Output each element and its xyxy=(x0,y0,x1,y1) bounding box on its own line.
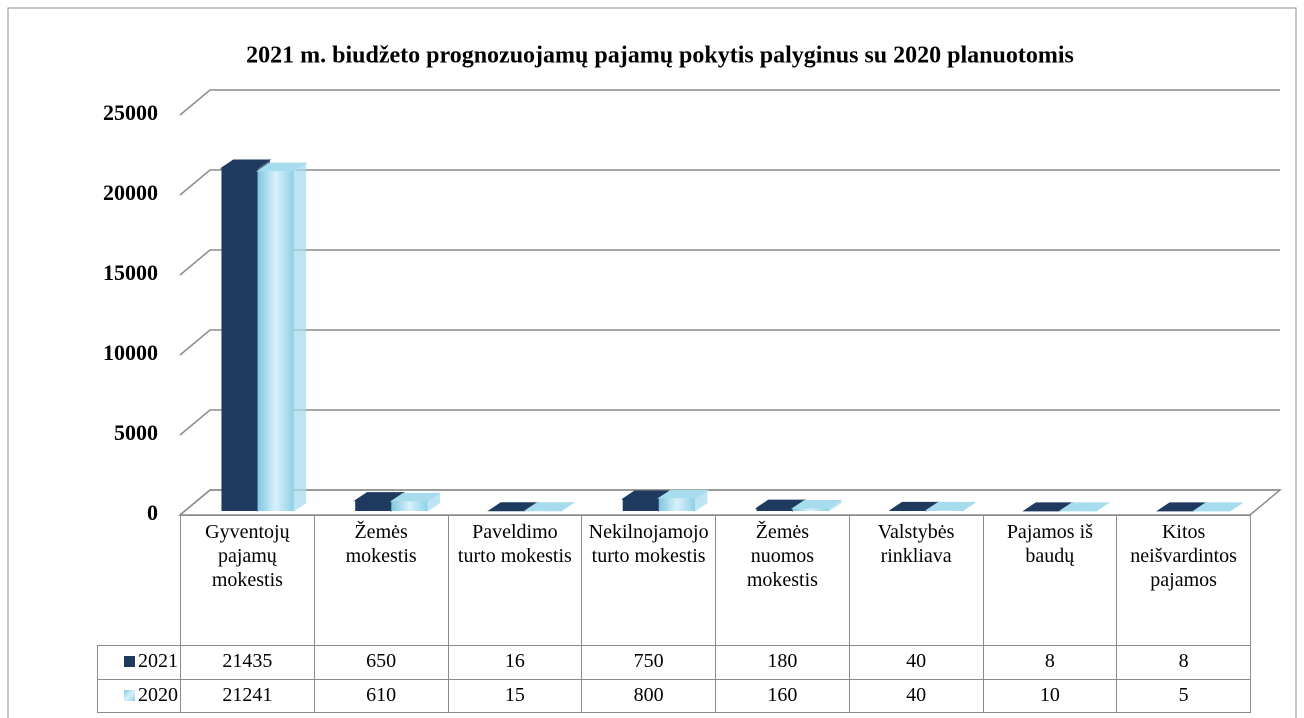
legend-label: 2020 xyxy=(138,683,178,706)
grid-line xyxy=(179,409,1280,436)
category-label: Valstybės rinkliava xyxy=(848,515,984,646)
legend-key xyxy=(124,689,135,701)
table-value: 160 xyxy=(715,678,850,713)
bar xyxy=(926,510,963,511)
y-tick-label: 20000 xyxy=(103,180,158,205)
category-label: Gyventojų pajamų mokestis xyxy=(180,515,315,646)
table-value: 15 xyxy=(447,678,583,713)
bar xyxy=(756,508,793,511)
bar xyxy=(391,501,428,511)
category-label: Kitos neišvardintos pajamos xyxy=(1116,515,1251,646)
chart-border xyxy=(7,7,1297,718)
table-value: 16 xyxy=(447,645,583,680)
table-value: 10 xyxy=(982,678,1118,713)
legend-label: 2021 xyxy=(138,650,178,672)
category-label: Žemės mokestis xyxy=(313,515,449,646)
legend-entry: 2021 xyxy=(97,645,181,680)
table-value: 610 xyxy=(313,678,449,713)
table-value: 21241 xyxy=(180,678,315,713)
table-value: 8 xyxy=(1116,645,1251,680)
category-label: Pajamos iš baudų xyxy=(982,515,1118,646)
table-value: 650 xyxy=(313,645,449,680)
table-value: 180 xyxy=(715,645,850,680)
bar xyxy=(257,171,294,512)
category-label: Paveldimo turto mokestis xyxy=(447,515,583,646)
bar xyxy=(355,500,392,511)
category-label: Žemės nuomos mokestis xyxy=(715,515,850,646)
legend-entry: 2020 xyxy=(97,678,181,713)
category-label: Nekilnojamojo turto mokestis xyxy=(581,515,716,646)
bar xyxy=(658,498,695,511)
table-value: 8 xyxy=(982,645,1118,680)
table-value: 40 xyxy=(848,645,984,680)
bar xyxy=(890,510,927,511)
legend-key xyxy=(124,656,135,667)
y-tick-label: 5000 xyxy=(114,420,158,445)
grid-line xyxy=(179,249,1280,276)
grid-line xyxy=(179,489,1280,516)
grid-line xyxy=(179,89,1280,116)
floor xyxy=(177,489,1283,516)
bar xyxy=(221,168,258,512)
y-tick-label: 15000 xyxy=(103,260,158,285)
y-tick-label: 10000 xyxy=(103,340,158,365)
y-tick-label: 25000 xyxy=(103,100,158,125)
grid-line xyxy=(179,169,1280,196)
table-value: 21435 xyxy=(180,645,315,680)
table-value: 5 xyxy=(1116,678,1251,713)
table-value: 40 xyxy=(848,678,984,713)
grid-line xyxy=(179,329,1280,356)
table-value: 800 xyxy=(581,678,716,713)
table-value: 750 xyxy=(581,645,716,680)
chart-title: 2021 m. biudžeto prognozuojamų pajamų po… xyxy=(246,43,1074,69)
bar xyxy=(622,499,659,511)
bar-side xyxy=(293,162,307,512)
bar xyxy=(792,508,829,511)
y-tick-label: 0 xyxy=(147,500,158,525)
